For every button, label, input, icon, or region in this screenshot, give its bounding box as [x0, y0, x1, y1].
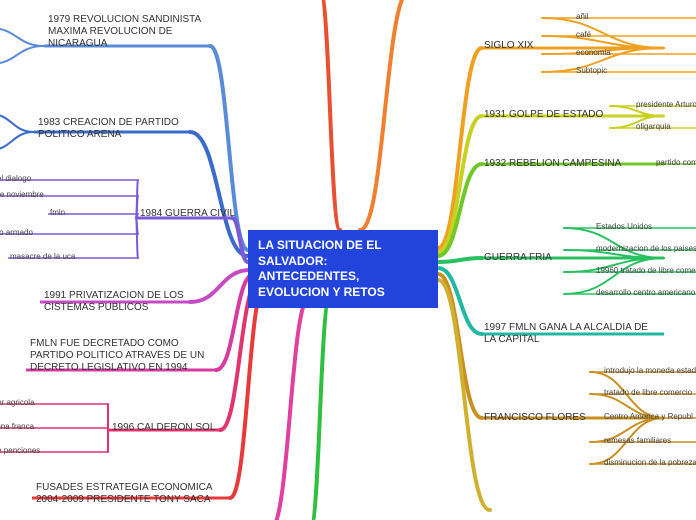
sub-label: oligarquia	[636, 122, 671, 131]
sub-label: modernizacion de los paises centro	[596, 244, 696, 253]
branch-label: SIGLO XIX	[484, 40, 533, 52]
branch-label: 1996 CALDERON SOL	[112, 422, 215, 434]
sub-label: partido com	[656, 158, 696, 167]
branch-label: 1991 PRIVATIZACION DE LOS CISTEMAS PUBLI…	[44, 290, 184, 314]
sub-label: via del dialogo	[0, 174, 31, 183]
sub-label: iento del sector agricola	[0, 398, 35, 407]
branch-label: FRANCISCO FLORES	[484, 412, 586, 424]
branch-label: 1997 FMLN GANA LA ALCALDIA DE LA CAPITAL	[484, 322, 648, 346]
sub-label: remesas familiares	[604, 436, 671, 445]
sub-label: Estados Unidos	[596, 222, 652, 231]
sub-label: desarrollo centro americano	[596, 288, 695, 297]
sub-label: introdujo la moneda estad	[604, 366, 696, 375]
branch-label: GUERRA FRIA	[484, 252, 552, 264]
sub-label: tratado de libre comercio	[604, 388, 692, 397]
sub-label: Subtopic	[576, 66, 607, 75]
sub-label: 19960 tratado de libre comercio	[596, 266, 696, 275]
branch-label: FMLN FUE DECRETADO COMO PARTIDO POLITICO…	[30, 338, 204, 374]
sub-label: Centro America y Republ	[604, 412, 693, 421]
sub-label: café	[576, 30, 591, 39]
branch-label: 1984 GUERRA CIVIL	[140, 208, 235, 220]
sub-label: fmln	[50, 208, 65, 217]
sub-label: del sistema de penciones	[0, 446, 40, 455]
sub-label: economia	[576, 48, 611, 57]
sub-label: acion del conflicto armado	[0, 228, 33, 237]
branch-label: 1932 REBELION CAMPESINA	[484, 158, 621, 170]
branch-label: 1983 CREACION DE PARTIDO POLITICO ARENA	[38, 117, 179, 141]
branch-label: FUSADES ESTRATEGIA ECONOMICA 2004-2009 P…	[36, 482, 213, 506]
branch-label: 1979 REVOLUCION SANDINISTA MAXIMA REVOLU…	[48, 14, 201, 50]
center-node: LA SITUACION DE EL SALVADOR: ANTECEDENTE…	[248, 230, 438, 308]
sub-label: disminucion de la pobreza	[604, 458, 696, 467]
branch-label: 1931 GOLPE DE ESTADO	[484, 109, 603, 121]
sub-label: añil	[576, 12, 588, 21]
sub-label: masacre de la uca	[10, 252, 75, 261]
sub-label: presidente Arturo A	[636, 100, 696, 109]
sub-label: nciba del 16 de noviembre	[0, 190, 44, 199]
sub-label: stralizacion zona franca	[0, 422, 34, 431]
